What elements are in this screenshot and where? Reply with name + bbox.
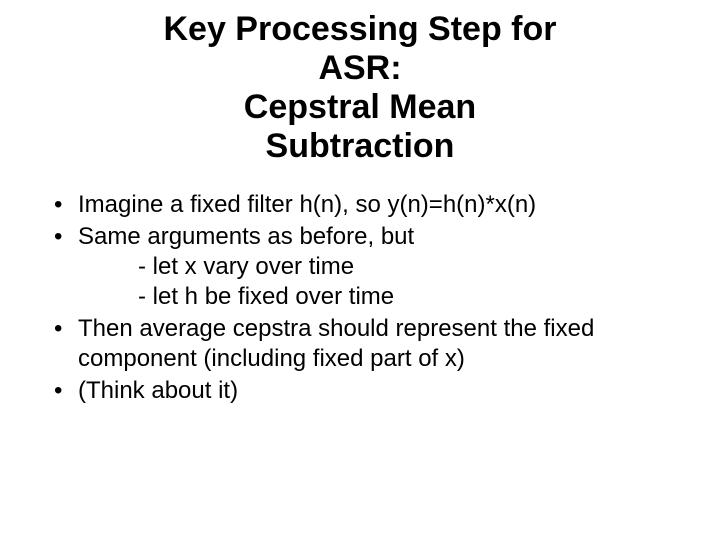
bullet-text: Same arguments as before, but [78,223,414,250]
sub-line: - let x vary over time [78,252,680,282]
bullet-item: Then average cepstra should represent th… [50,314,680,374]
title-line-4: Subtraction [266,127,455,165]
sub-line: - let h be fixed over time [78,282,680,312]
title-line-2: ASR: [318,49,401,87]
bullet-item: (Think about it) [50,376,680,406]
title-line-1: Key Processing Step for [163,10,556,48]
bullet-list: Imagine a fixed filter h(n), so y(n)=h(n… [50,190,680,406]
slide-title: Key Processing Step for ASR: Cepstral Me… [30,10,690,166]
slide: Key Processing Step for ASR: Cepstral Me… [0,0,720,540]
bullet-item: Same arguments as before, but - let x va… [50,222,680,312]
bullet-text: Imagine a fixed filter h(n), so y(n)=h(n… [78,191,536,218]
title-line-3: Cepstral Mean [244,88,476,126]
bullet-text: (Think about it) [78,377,238,404]
bullet-item: Imagine a fixed filter h(n), so y(n)=h(n… [50,190,680,220]
bullet-text: Then average cepstra should represent th… [78,315,594,372]
